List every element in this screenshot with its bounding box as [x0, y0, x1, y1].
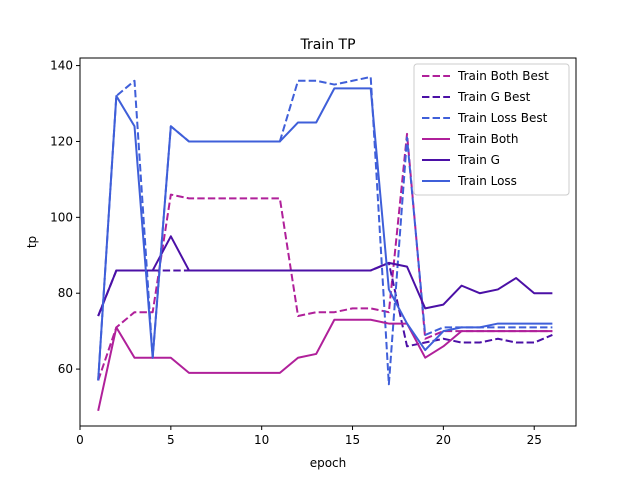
legend-label: Train G	[457, 153, 500, 167]
y-axis: 60 80 100 120 140	[50, 59, 80, 376]
chart-title: Train TP	[299, 37, 355, 53]
y-tick-label: 60	[58, 362, 73, 376]
legend-label: Train Both	[457, 132, 519, 146]
x-tick-label: 10	[254, 433, 269, 447]
y-tick-label: 80	[58, 286, 73, 300]
x-tick-label: 20	[436, 433, 451, 447]
legend-box	[413, 63, 570, 196]
series-line-5	[97, 87, 553, 381]
y-tick-label: 100	[50, 210, 73, 224]
x-tick-label: 0	[76, 433, 84, 447]
x-tick-label: 25	[527, 433, 542, 447]
plot-lines	[97, 75, 553, 412]
series-line-3	[97, 318, 553, 412]
y-tick-label: 120	[50, 134, 73, 148]
legend-label: Train Loss Best	[457, 111, 548, 125]
x-tick-label: 5	[167, 433, 175, 447]
legend-label: Train G Best	[457, 90, 531, 104]
y-axis-label: tp	[25, 236, 39, 248]
legend: Train Both Best Train G Best Train Loss Be…	[413, 63, 570, 196]
x-axis: 0 5 10 15 20 25	[76, 426, 542, 447]
plot-frame	[79, 57, 577, 427]
legend-label: Train Both Best	[457, 69, 549, 83]
x-axis-label: epoch	[310, 456, 347, 470]
series-line-4	[97, 235, 553, 317]
x-tick-label: 15	[345, 433, 360, 447]
legend-label: Train Loss	[457, 174, 517, 188]
y-tick-label: 140	[50, 59, 73, 73]
